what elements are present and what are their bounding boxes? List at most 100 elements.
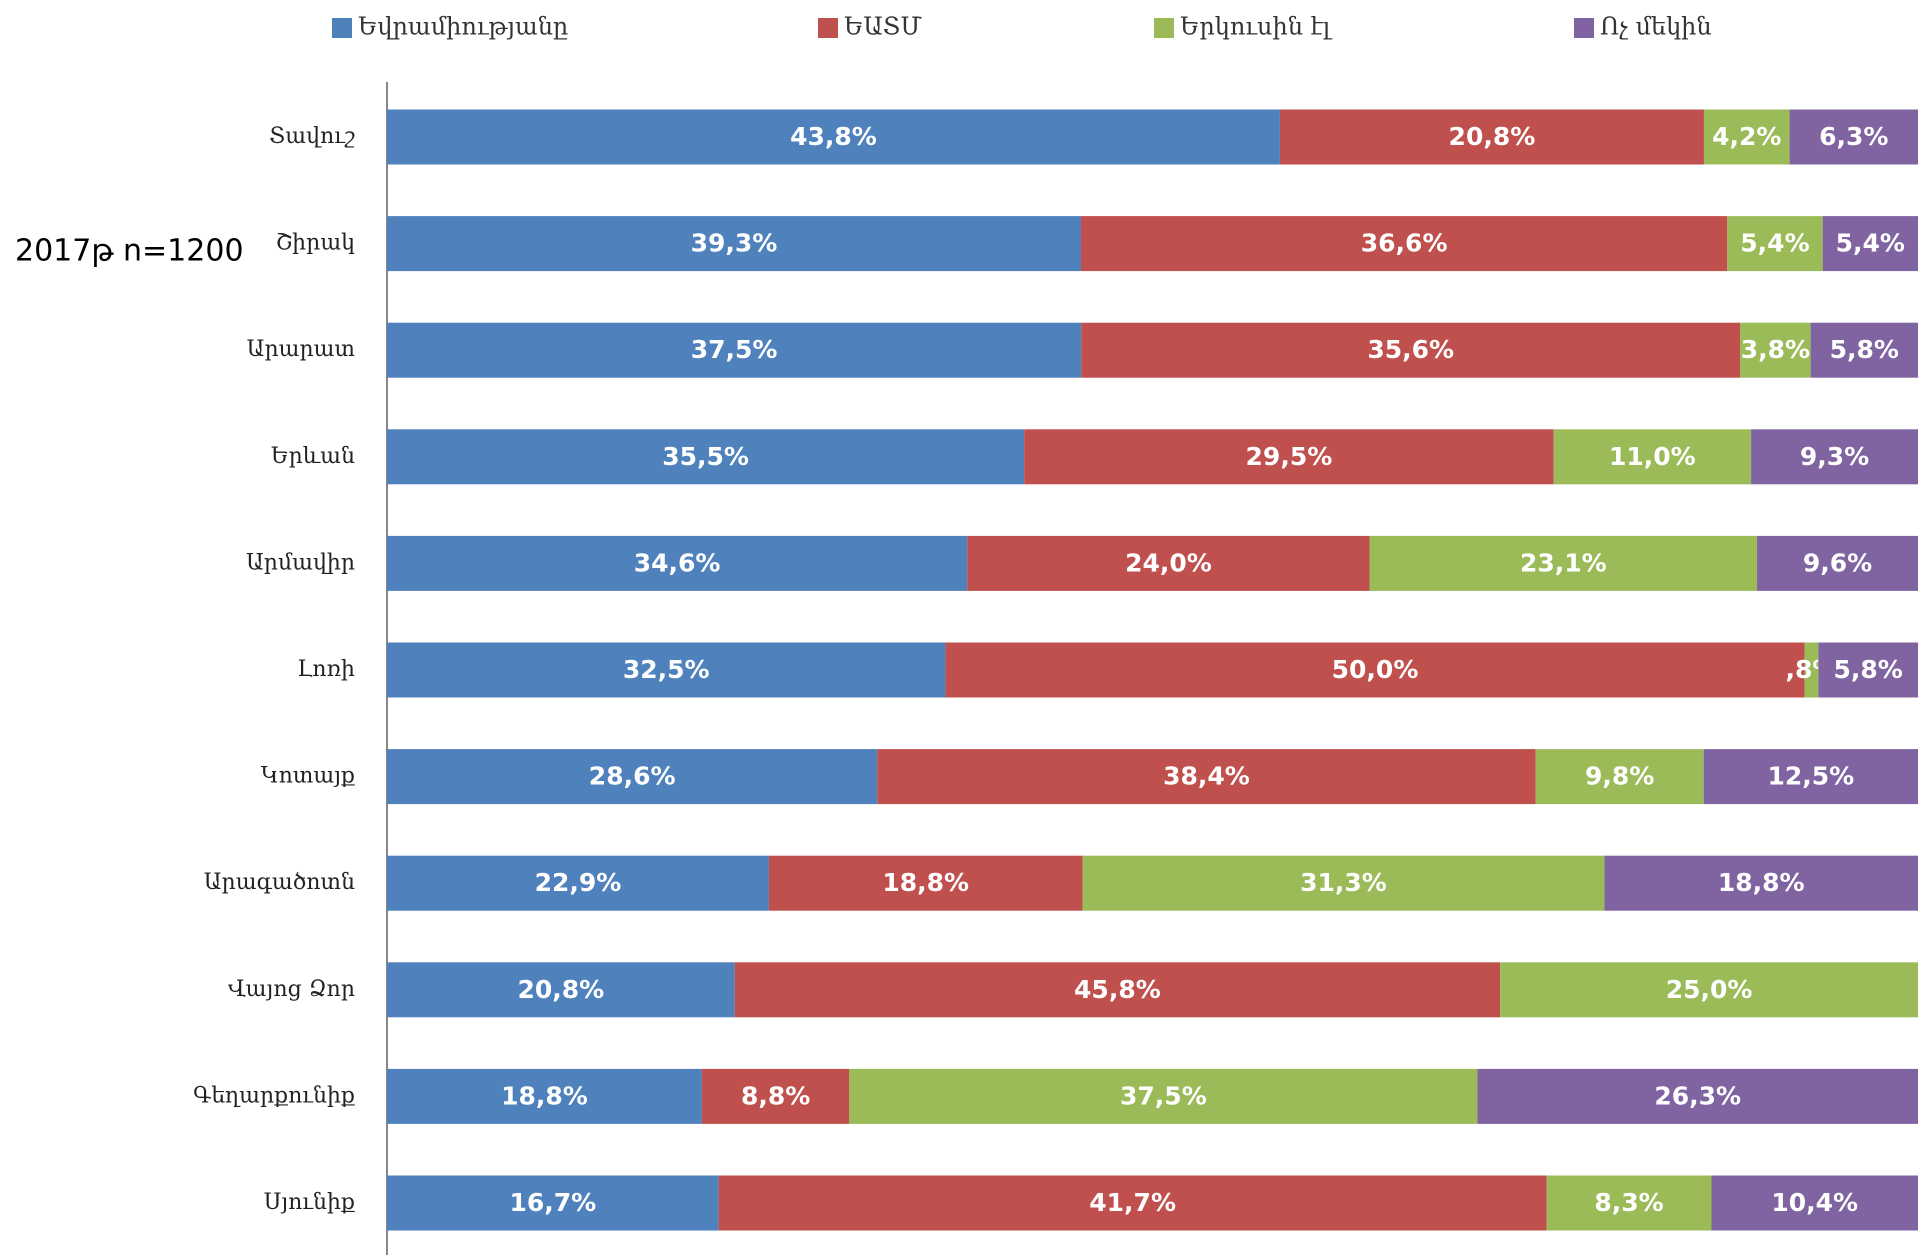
bar-segment bbox=[849, 1068, 1478, 1124]
y-tick-label: Շիրակ bbox=[276, 231, 356, 256]
bar-segment bbox=[387, 962, 735, 1018]
bar-segment bbox=[1500, 962, 1918, 1018]
value-label: 9,8% bbox=[1585, 762, 1654, 791]
bar-segment bbox=[967, 535, 1370, 591]
value-label: 16,7% bbox=[509, 1188, 596, 1217]
bar-segment bbox=[1477, 1068, 1918, 1124]
y-tick-label: Վայոց Ձոր bbox=[228, 977, 355, 1002]
bar-segment bbox=[1703, 749, 1918, 805]
legend-swatch bbox=[332, 18, 352, 38]
value-label: 20,8% bbox=[1449, 122, 1536, 151]
bar-segment bbox=[1024, 429, 1554, 485]
bar-segment bbox=[701, 1068, 850, 1124]
value-label: 37,5% bbox=[691, 335, 778, 364]
value-label: 28,6% bbox=[589, 762, 676, 791]
value-label: 9,3% bbox=[1800, 442, 1869, 471]
value-label: 3,8% bbox=[1741, 335, 1810, 364]
value-label: 35,6% bbox=[1367, 335, 1454, 364]
value-label: 31,3% bbox=[1300, 868, 1387, 897]
legend-label: Ոչ մեկին bbox=[1600, 13, 1712, 41]
bar-segment bbox=[1369, 535, 1758, 591]
bar-segment bbox=[1810, 322, 1918, 378]
value-label: 45,8% bbox=[1074, 975, 1161, 1004]
value-label: 50,0% bbox=[1332, 655, 1419, 684]
value-label: 18,8% bbox=[882, 868, 969, 897]
value-label: 23,1% bbox=[1520, 548, 1607, 577]
value-label: 36,6% bbox=[1361, 229, 1448, 258]
value-label: 41,7% bbox=[1089, 1188, 1176, 1217]
y-tick-label: Գեղարքունիք bbox=[193, 1083, 355, 1108]
y-tick-label: Կոտայք bbox=[261, 764, 355, 789]
y-tick-label: Սյունիք bbox=[264, 1190, 355, 1215]
y-tick-label: Արմավիր bbox=[246, 550, 355, 575]
value-label: 8,3% bbox=[1594, 1188, 1663, 1217]
value-label: 11,0% bbox=[1609, 442, 1696, 471]
value-label: 5,4% bbox=[1740, 229, 1809, 258]
bar-segment bbox=[1804, 642, 1819, 698]
bar-segment bbox=[1789, 109, 1918, 165]
bar-segment bbox=[387, 1068, 702, 1124]
value-label: 10,4% bbox=[1771, 1188, 1858, 1217]
bar-segment bbox=[1703, 109, 1790, 165]
bar-segment bbox=[387, 749, 878, 805]
bar-segment bbox=[1740, 322, 1811, 378]
value-label: 37,5% bbox=[1120, 1081, 1207, 1110]
bar-segment bbox=[734, 962, 1501, 1018]
legend-swatch bbox=[1574, 18, 1594, 38]
value-label: 24,0% bbox=[1125, 548, 1212, 577]
value-label: 29,5% bbox=[1246, 442, 1333, 471]
value-label: 18,8% bbox=[1718, 868, 1805, 897]
bar-segment bbox=[718, 1175, 1547, 1231]
bar-segment bbox=[1751, 429, 1918, 485]
bar-segment bbox=[387, 429, 1025, 485]
bar-segment bbox=[1546, 1175, 1712, 1231]
value-label: 4,2% bbox=[1712, 122, 1781, 151]
bar-segment bbox=[1279, 109, 1704, 165]
bar-segment bbox=[387, 109, 1280, 165]
bar-segment bbox=[945, 642, 1805, 698]
bar-segment bbox=[387, 855, 769, 911]
bar-segment bbox=[1757, 535, 1918, 591]
legend-label: ԵԱՏՄ bbox=[844, 13, 922, 41]
value-label: 34,6% bbox=[634, 548, 721, 577]
bar-segment bbox=[387, 216, 1081, 272]
value-label: 12,5% bbox=[1767, 762, 1854, 791]
y-tick-label: Արագածոտն bbox=[204, 870, 355, 895]
bar-segment bbox=[1535, 749, 1704, 805]
value-label: 9,6% bbox=[1803, 548, 1872, 577]
y-tick-label: Տավուշ bbox=[269, 124, 355, 149]
bar-segment bbox=[387, 535, 968, 591]
value-label: 5,8% bbox=[1833, 655, 1902, 684]
legend-label: Եվրամիությանը bbox=[358, 13, 568, 41]
value-label: 5,4% bbox=[1836, 229, 1905, 258]
y-tick-label: Լոռի bbox=[297, 657, 355, 682]
annotation: 2017թ n=1200 bbox=[15, 234, 244, 269]
bar-segment bbox=[387, 1175, 719, 1231]
value-label: 22,9% bbox=[535, 868, 622, 897]
legend-swatch bbox=[818, 18, 838, 38]
bar-segment bbox=[1082, 855, 1605, 911]
value-label: 32,5% bbox=[623, 655, 710, 684]
bar-segment bbox=[1604, 855, 1918, 911]
value-label: 39,3% bbox=[691, 229, 778, 258]
y-tick-label: Երևան bbox=[271, 444, 355, 469]
legend-label: Երկուսին էլ bbox=[1180, 13, 1333, 41]
bar-segment bbox=[768, 855, 1083, 911]
value-label: 43,8% bbox=[790, 122, 877, 151]
value-label: 6,3% bbox=[1819, 122, 1888, 151]
bar-segment bbox=[387, 322, 1082, 378]
bar-segment bbox=[387, 642, 946, 698]
bar-segment bbox=[1711, 1175, 1918, 1231]
bar-segment bbox=[1727, 216, 1823, 272]
bar-segment bbox=[1822, 216, 1918, 272]
value-label: 35,5% bbox=[662, 442, 749, 471]
value-label: 20,8% bbox=[517, 975, 604, 1004]
bar-segment bbox=[877, 749, 1536, 805]
value-label: 26,3% bbox=[1654, 1081, 1741, 1110]
bar-segment bbox=[1080, 216, 1728, 272]
value-label: 5,8% bbox=[1830, 335, 1899, 364]
bar-segment bbox=[1081, 322, 1741, 378]
value-label: 25,0% bbox=[1666, 975, 1753, 1004]
value-label: 8,8% bbox=[741, 1081, 810, 1110]
